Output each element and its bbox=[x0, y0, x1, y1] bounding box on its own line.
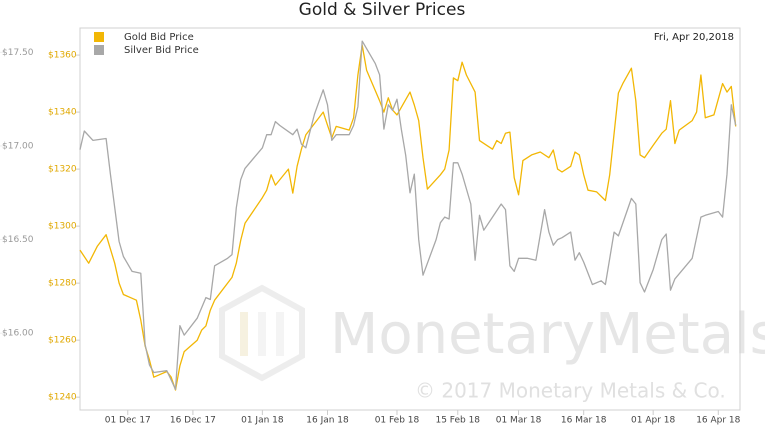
copyright: © 2017 Monetary Metals & Co. bbox=[415, 379, 726, 403]
watermark-logo-bar bbox=[258, 312, 266, 356]
legend-swatch bbox=[94, 32, 104, 42]
y-tick-label: $1280 bbox=[48, 279, 77, 289]
watermark bbox=[219, 284, 305, 382]
legend-label: Gold Bid Price bbox=[124, 32, 194, 43]
y-tick-label: $1360 bbox=[48, 51, 77, 61]
y2-tick-label: $16.00 bbox=[2, 329, 34, 339]
x-tick-label: 16 Dec 17 bbox=[170, 416, 216, 425]
x-tick-label: 01 Jan 18 bbox=[241, 416, 284, 425]
x-tick-label: 01 Mar 18 bbox=[496, 416, 542, 425]
watermark-logo-bar bbox=[240, 312, 248, 356]
watermark-text: MonetaryMetals bbox=[330, 302, 765, 367]
x-tick-label: 16 Mar 18 bbox=[561, 416, 607, 425]
x-tick-label: 01 Dec 17 bbox=[105, 416, 151, 425]
legend-label: Silver Bid Price bbox=[124, 45, 199, 56]
y-tick-label: $1320 bbox=[48, 165, 77, 175]
plot-border bbox=[79, 27, 741, 411]
y-tick-label: $1300 bbox=[48, 222, 77, 232]
x-tick-label: 16 Apr 18 bbox=[696, 416, 740, 425]
series-line bbox=[79, 40, 737, 391]
y2-tick-label: $16.50 bbox=[2, 235, 34, 245]
series-line bbox=[79, 44, 737, 391]
x-tick-label: 16 Jan 18 bbox=[306, 416, 349, 425]
x-tick-label: 15 Feb 18 bbox=[435, 416, 480, 425]
y-tick-label: $1240 bbox=[48, 393, 77, 403]
x-tick-label: 01 Feb 18 bbox=[375, 416, 420, 425]
y2-tick-label: $17.00 bbox=[2, 141, 34, 151]
legend-swatch bbox=[94, 45, 104, 55]
date-label: Fri, Apr 20,2018 bbox=[654, 32, 734, 43]
watermark-logo bbox=[219, 284, 305, 382]
y-tick-label: $1340 bbox=[48, 108, 77, 118]
y2-tick-label: $17.50 bbox=[2, 48, 34, 58]
watermark-logo-bar bbox=[276, 312, 284, 356]
y-tick-label: $1260 bbox=[48, 336, 77, 346]
chart-title: Gold & Silver Prices bbox=[299, 0, 466, 20]
x-tick-label: 01 Apr 18 bbox=[631, 416, 675, 425]
